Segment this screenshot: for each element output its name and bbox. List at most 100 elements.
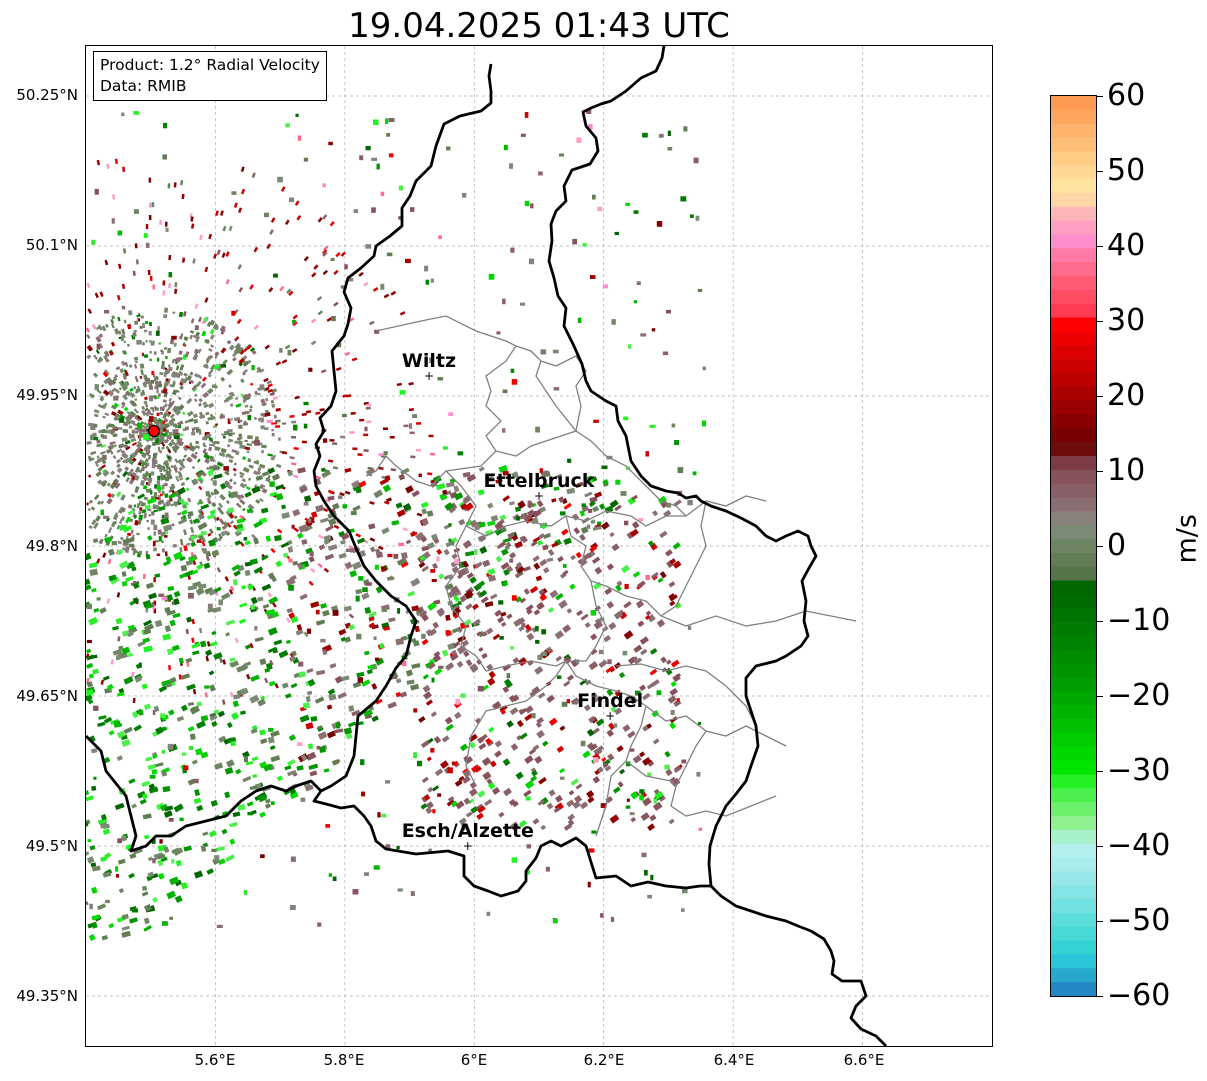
echo-pixel <box>134 360 138 364</box>
echo-pixel <box>193 348 200 355</box>
echo-pixel <box>281 359 288 364</box>
echo-pixel <box>503 678 511 685</box>
colorbar-segment <box>1051 788 1096 803</box>
echo-pixel <box>676 698 680 702</box>
echo-pixel <box>641 852 647 858</box>
echo-pixel <box>333 301 339 307</box>
echo-pixel <box>477 736 485 744</box>
echo-pixel <box>149 416 154 422</box>
echo-pixel <box>306 668 314 674</box>
echo-pixel <box>220 531 226 537</box>
echo-pixel <box>553 486 560 491</box>
echo-pixel <box>532 536 541 543</box>
echo-pixel <box>323 768 330 773</box>
echo-pixel <box>191 539 195 543</box>
echo-pixel <box>537 799 546 806</box>
echo-pixel <box>142 793 148 800</box>
echo-pixel <box>264 803 272 809</box>
lat-label-50.25: 50.25°N <box>16 86 78 104</box>
echo-pixel <box>164 512 169 519</box>
echo-pixel <box>408 382 414 386</box>
echo-pixel <box>409 423 413 429</box>
echo-pixel <box>227 418 231 422</box>
canton-border <box>660 500 707 617</box>
echo-pixel <box>364 426 368 432</box>
echo-pixel <box>457 601 462 605</box>
echo-pixel <box>171 335 177 340</box>
echo-pixel <box>228 344 235 351</box>
echo-pixel <box>344 490 351 495</box>
echo-pixel <box>290 435 297 439</box>
echo-pixel <box>452 594 460 603</box>
echo-pixel <box>187 410 194 417</box>
colorbar-segment <box>1051 622 1096 637</box>
echo-pixel <box>88 654 98 660</box>
echo-pixel <box>261 554 269 561</box>
echo-pixel <box>103 350 110 358</box>
echo-pixel <box>319 408 325 412</box>
echo-pixel <box>305 695 311 703</box>
echo-pixel <box>511 379 518 385</box>
echo-pixel <box>217 858 226 866</box>
echo-pixel <box>134 488 139 494</box>
colorbar-tick-label: 20 <box>1107 378 1146 413</box>
city-marker: + <box>463 839 473 853</box>
echo-pixel <box>153 509 158 513</box>
velocity-colorbar <box>1050 95 1097 997</box>
echo-pixel <box>469 576 477 584</box>
echo-pixel <box>204 649 213 657</box>
echo-pixel <box>348 317 355 322</box>
echo-pixel <box>368 320 375 326</box>
echo-pixel <box>281 682 289 689</box>
echo-pixel <box>172 423 178 428</box>
echo-pixel <box>418 716 426 723</box>
echo-pixel <box>235 348 241 354</box>
echo-pixel <box>465 603 473 611</box>
radar-site-marker[interactable] <box>147 424 161 438</box>
colorbar-tick-mark <box>1096 546 1103 547</box>
echo-pixel <box>534 666 544 675</box>
echo-pixel <box>163 346 168 351</box>
echo-pixel <box>309 770 318 777</box>
echo-pixel <box>112 433 118 437</box>
echo-pixel <box>290 682 298 689</box>
map-panel[interactable]: + Wiltz + Ettelbruck + Findel + Esch/Alzette <box>85 45 993 1047</box>
echo-pixel <box>520 302 526 306</box>
echo-pixel <box>305 751 317 761</box>
echo-pixel <box>260 483 266 488</box>
echo-pixel <box>186 616 193 623</box>
echo-pixel <box>179 477 184 481</box>
echo-pixel <box>133 474 140 481</box>
echo-pixel <box>122 166 126 172</box>
echo-pixel <box>269 659 274 666</box>
echo-pixel <box>323 245 329 251</box>
echo-pixel <box>267 646 277 654</box>
echo-pixel <box>633 300 637 304</box>
echo-pixel <box>642 132 648 138</box>
echo-pixel <box>254 416 257 420</box>
echo-pixel <box>182 445 187 450</box>
echo-pixel <box>201 376 207 382</box>
echo-pixel <box>388 617 396 623</box>
echo-pixel <box>665 309 671 314</box>
echo-pixel <box>147 508 152 512</box>
radar-map[interactable]: +Wiltz+Ettelbruck+Findel+Esch/Alzette <box>86 46 992 1046</box>
echo-pixel <box>159 219 162 225</box>
echo-pixel <box>163 417 169 423</box>
colorbar-tick-mark <box>1096 246 1103 247</box>
echo-pixel <box>497 829 502 834</box>
echo-pixel <box>163 810 173 818</box>
echo-pixel <box>98 356 104 362</box>
echo-pixel <box>229 660 240 668</box>
echo-pixel <box>302 702 311 709</box>
echo-pixel <box>125 390 131 397</box>
echo-pixel <box>266 419 273 423</box>
city-label: Findel <box>577 690 643 712</box>
echo-pixel <box>209 684 216 692</box>
echo-pixel <box>86 603 92 610</box>
echo-pixel <box>442 489 448 495</box>
echo-pixel <box>356 671 365 678</box>
echo-pixel <box>198 397 203 403</box>
echo-pixel <box>214 355 218 359</box>
echo-pixel <box>502 758 511 767</box>
